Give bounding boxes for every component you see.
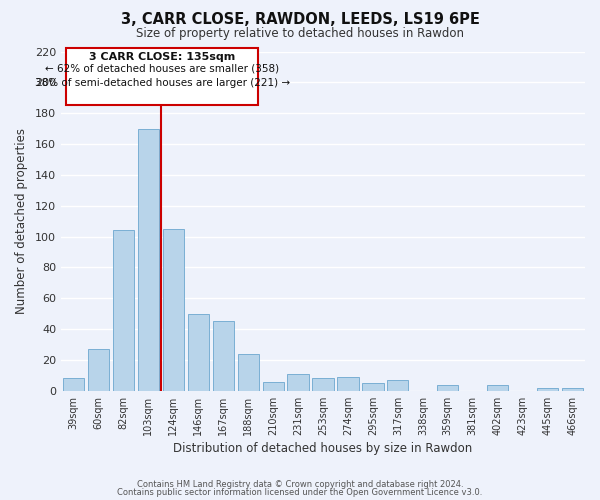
Bar [188,314,209,391]
Bar [88,349,109,391]
Bar [562,388,583,391]
Text: ← 62% of detached houses are smaller (358): ← 62% of detached houses are smaller (35… [45,64,279,74]
Bar [313,378,334,391]
Bar [238,354,259,391]
FancyBboxPatch shape [66,48,258,106]
Bar [387,380,409,391]
Text: 3 CARR CLOSE: 135sqm: 3 CARR CLOSE: 135sqm [89,52,235,62]
Text: 38% of semi-detached houses are larger (221) →: 38% of semi-detached houses are larger (… [35,78,290,88]
Text: 3, CARR CLOSE, RAWDON, LEEDS, LS19 6PE: 3, CARR CLOSE, RAWDON, LEEDS, LS19 6PE [121,12,479,28]
Bar [212,322,234,391]
Bar [362,383,383,391]
Bar [163,229,184,391]
Text: Contains HM Land Registry data © Crown copyright and database right 2024.: Contains HM Land Registry data © Crown c… [137,480,463,489]
Bar [437,384,458,391]
Bar [263,382,284,391]
Bar [337,377,359,391]
Bar [537,388,558,391]
Text: Size of property relative to detached houses in Rawdon: Size of property relative to detached ho… [136,28,464,40]
Y-axis label: Number of detached properties: Number of detached properties [15,128,28,314]
Bar [287,374,308,391]
X-axis label: Distribution of detached houses by size in Rawdon: Distribution of detached houses by size … [173,442,473,455]
Bar [138,128,159,391]
Text: Contains public sector information licensed under the Open Government Licence v3: Contains public sector information licen… [118,488,482,497]
Bar [487,384,508,391]
Bar [63,378,84,391]
Bar [113,230,134,391]
